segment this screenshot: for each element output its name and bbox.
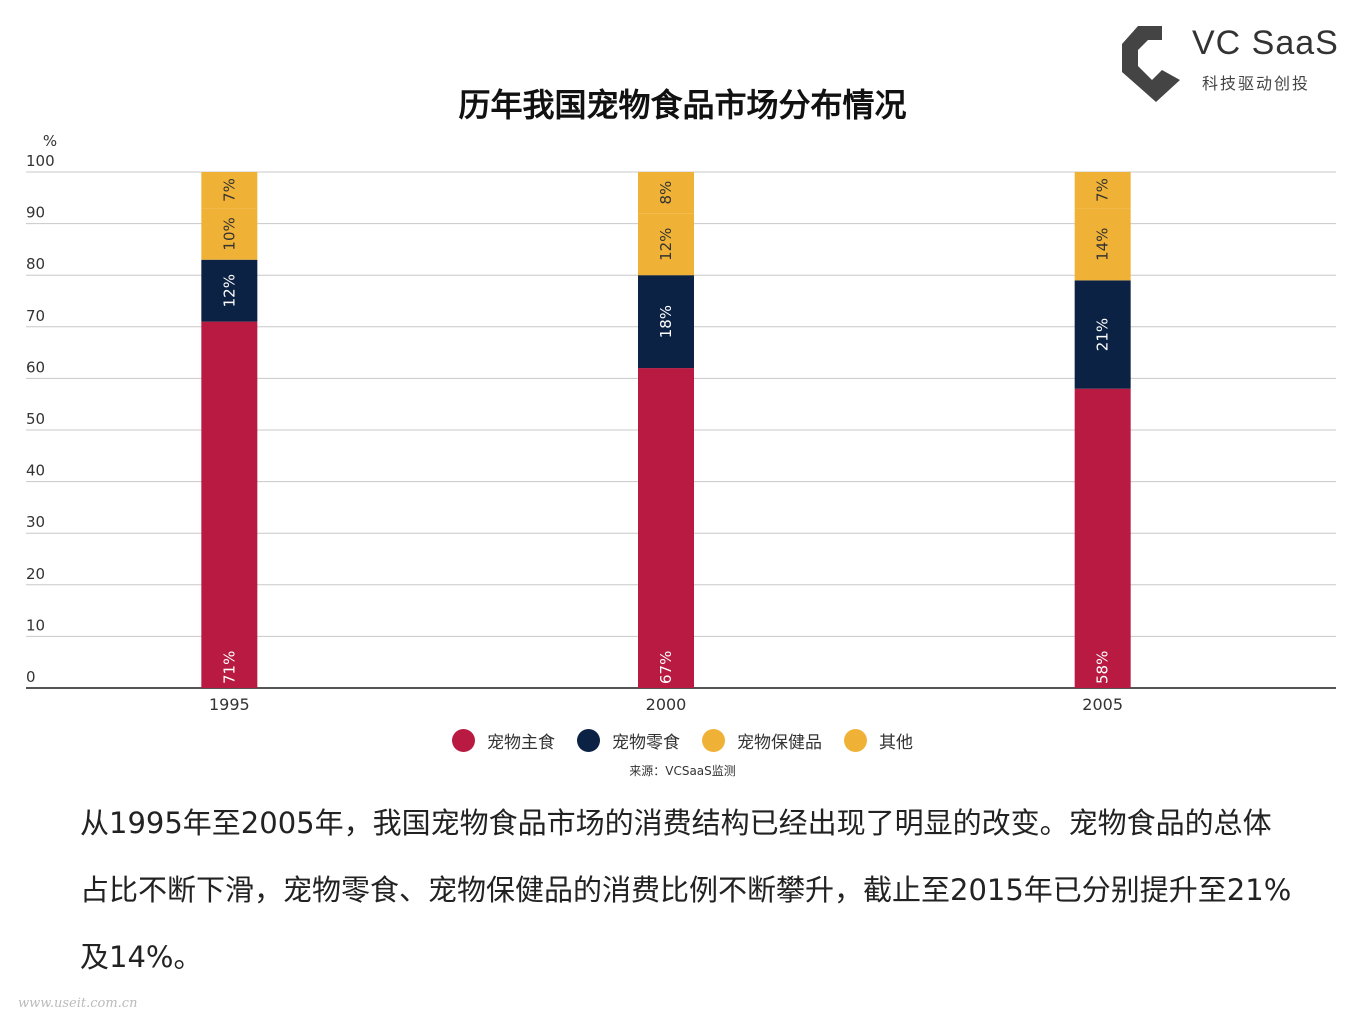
logo-name: VC SaaS [1192,24,1339,62]
data-label: 7% [220,178,238,202]
legend-swatch [844,729,867,752]
legend-swatch [702,729,725,752]
legend-label: 宠物零食 [612,733,680,753]
data-label: 71% [220,651,238,684]
stacked-bar-chart: % 0 10 20 30 40 50 60 70 80 90 100 71% 12% 10% 7% 1995 67… [26,132,1336,714]
bar-segment [638,213,694,276]
bar-segment [201,259,258,322]
x-tick-label: 2005 [1082,695,1123,714]
legend-item-snack: 宠物零食 [577,728,680,753]
data-label: 8% [657,181,675,205]
y-tick-label: 0 [26,668,36,686]
y-tick-label: 20 [26,565,45,583]
source-note: 来源：VCSaaS监测 [629,764,736,778]
y-tick-label: 50 [26,410,45,428]
data-label: 7% [1094,178,1112,202]
watermark: www.useit.com.cn [18,996,138,1011]
y-tick-label: 10 [26,616,45,634]
bar-segment [201,172,258,209]
bar-segment [201,321,258,688]
summary-paragraph: 从1995年至2005年，我国宠物食品市场的消费结构已经出现了明显的改变。宠物食… [80,806,1292,974]
bar-segment [638,172,694,214]
y-tick-label: 30 [26,513,45,531]
vc-saas-logo: VC SaaS 科技驱动创投 [1118,20,1338,110]
data-label: 14% [1094,228,1112,261]
logo-tagline: 科技驱动创投 [1202,74,1311,93]
x-tick-label: 2000 [646,695,687,714]
bar-segment [1074,172,1131,209]
bar-segment [638,368,694,688]
bar-segment [201,208,258,260]
bar-segment [1074,280,1131,389]
data-label: 10% [220,217,238,250]
y-tick-label: 60 [26,358,45,376]
legend-item-other: 其他 [844,728,913,753]
bar-segment [1074,388,1131,688]
data-label: 58% [1094,651,1112,684]
data-label: 12% [657,228,675,261]
legend-item-health: 宠物保健品 [702,728,822,753]
y-tick-label: 40 [26,462,45,480]
chart-legend: 宠物主食 宠物零食 宠物保健品 其他 [0,728,1365,753]
legend-label: 其他 [879,733,913,753]
data-label: 12% [220,274,238,307]
data-label: 67% [657,651,675,684]
y-axis-unit-label: % [43,132,57,150]
legend-item-staple: 宠物主食 [452,728,555,753]
y-tick-label: 100 [26,152,55,170]
bar-segment [1074,208,1131,281]
legend-swatch [577,729,600,752]
data-label: 21% [1094,318,1112,351]
x-tick-label: 1995 [209,695,250,714]
legend-label: 宠物保健品 [737,733,822,753]
logo-mark-icon [1122,26,1180,102]
bar-segment [638,275,694,369]
y-tick-label: 80 [26,255,45,273]
y-tick-label: 70 [26,307,45,325]
page-title: 历年我国宠物食品市场分布情况 [458,86,907,124]
legend-label: 宠物主食 [487,733,555,753]
data-label: 18% [657,305,675,338]
y-tick-label: 90 [26,204,45,222]
legend-swatch [452,729,475,752]
